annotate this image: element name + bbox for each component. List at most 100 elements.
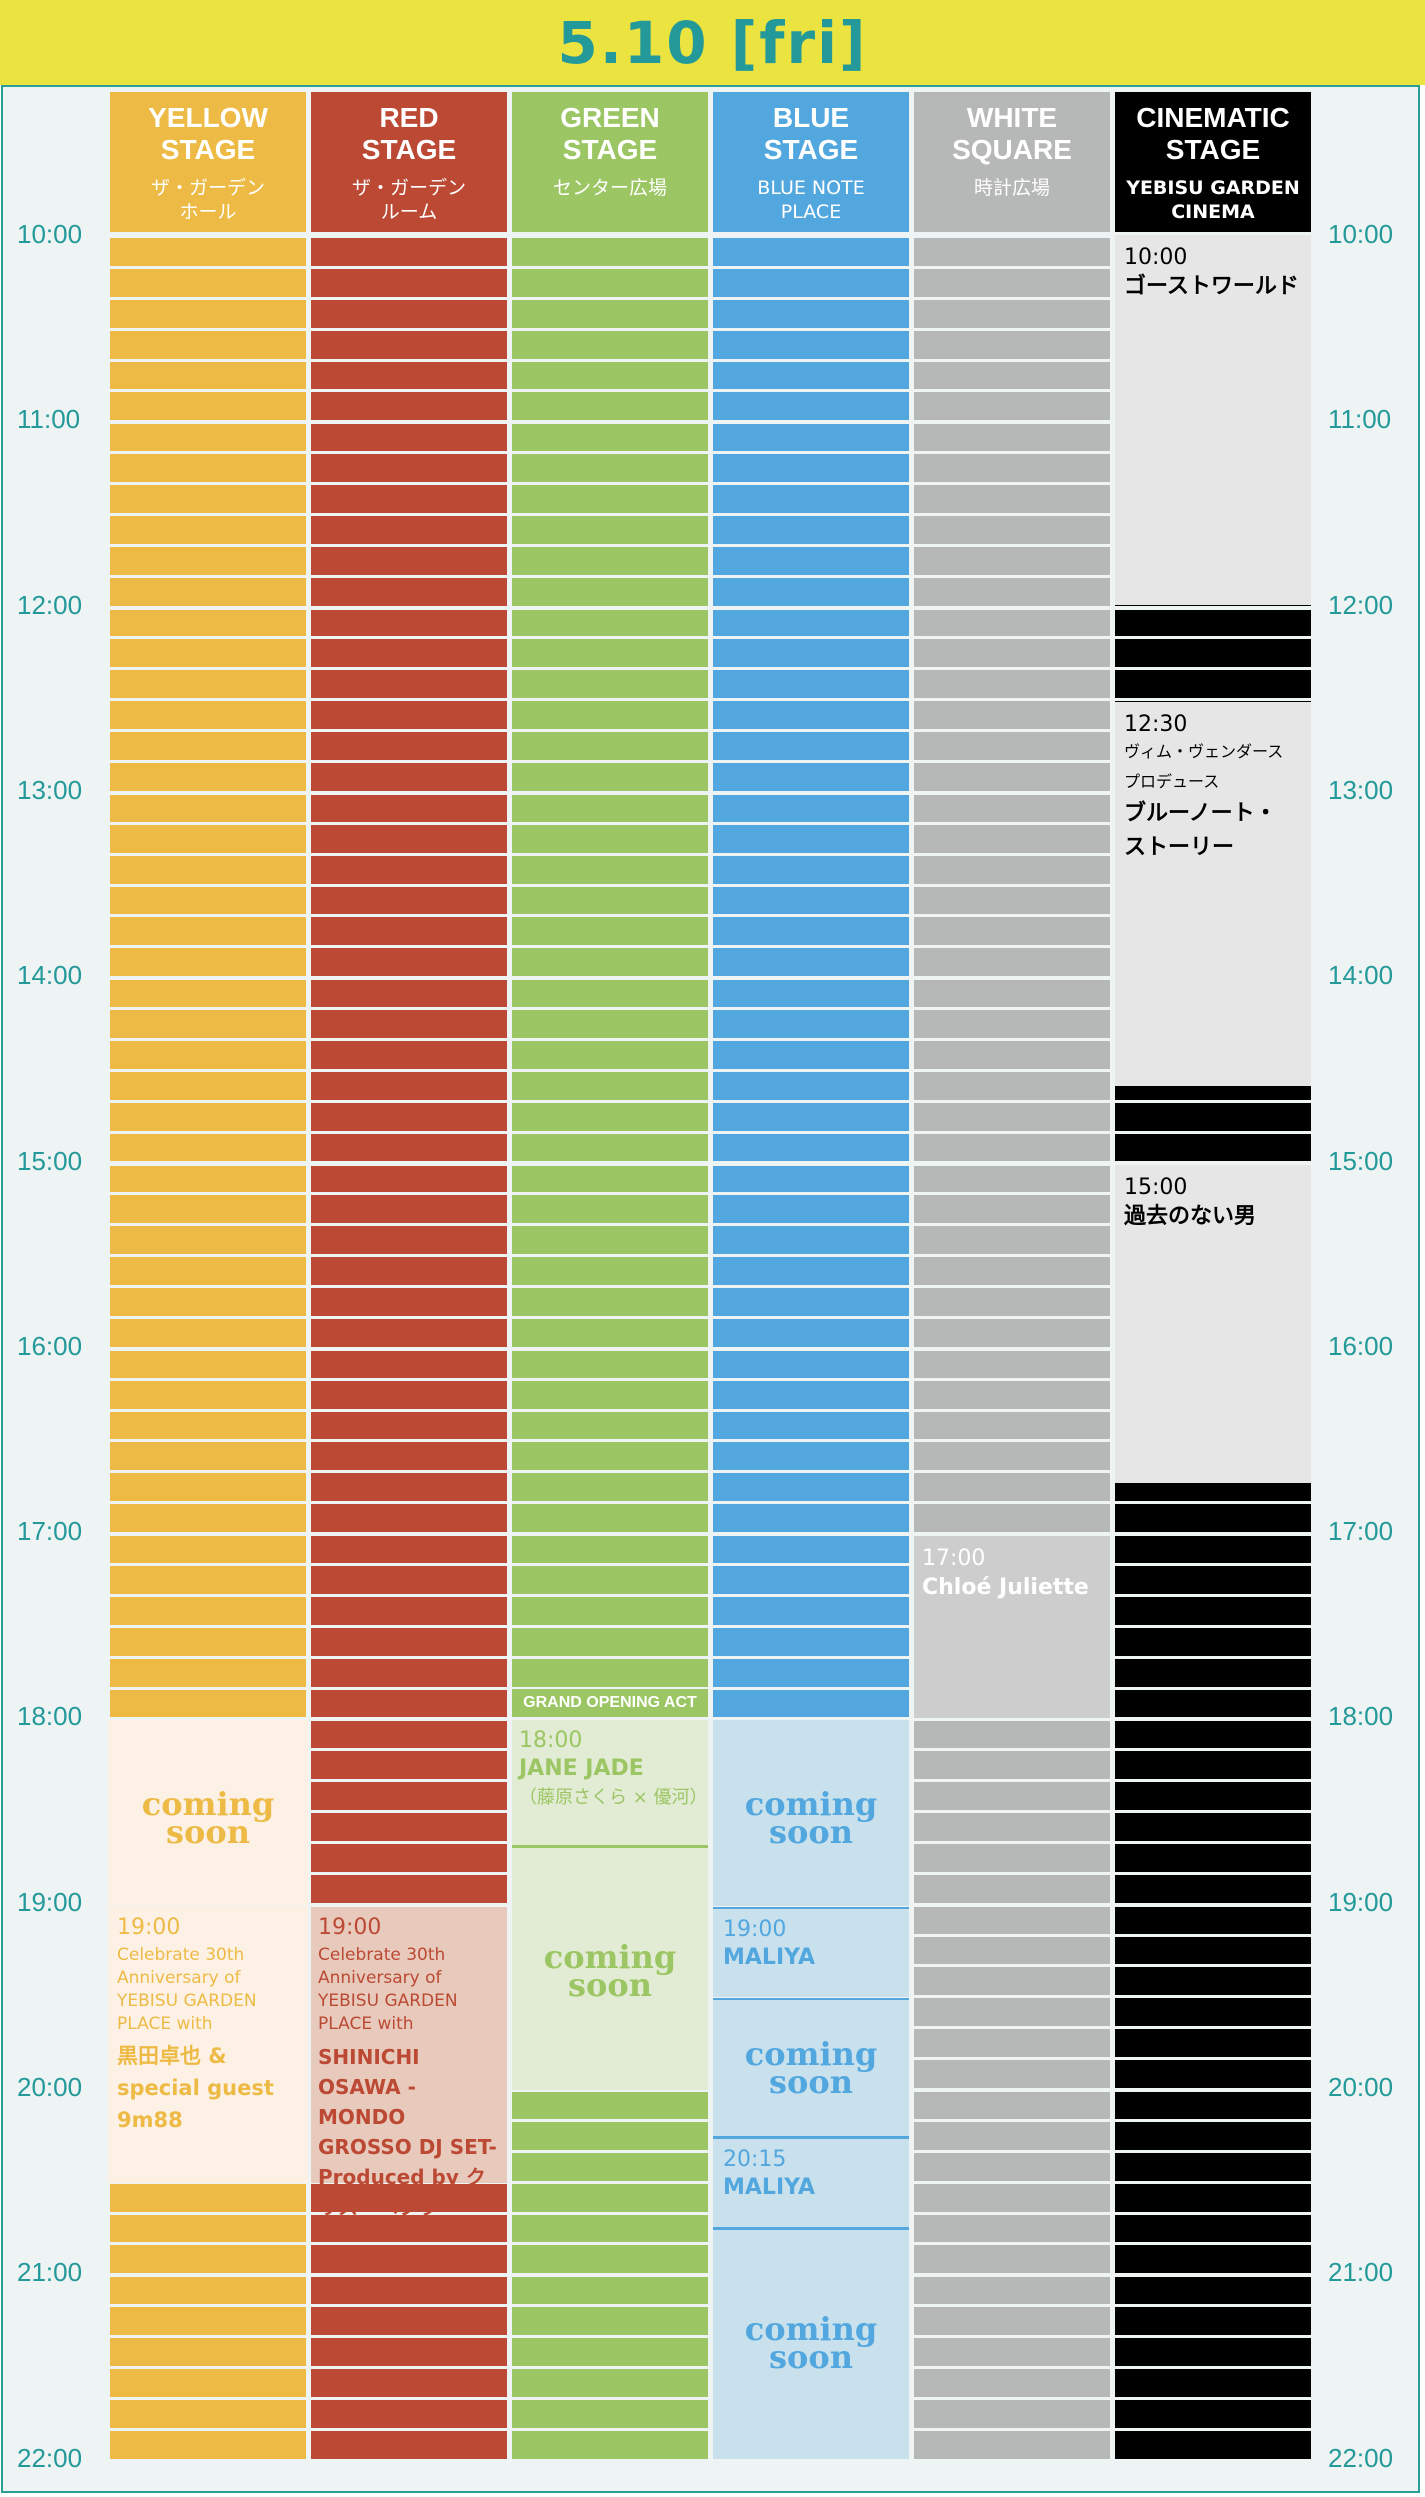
- time-slot: [512, 485, 708, 513]
- time-slot: [512, 2121, 708, 2150]
- event-time: 19:00: [723, 1917, 787, 1942]
- time-slot: [311, 1627, 507, 1656]
- time-slot: [914, 1102, 1110, 1131]
- cinema-1230-event[interactable]: 12:30 ヴィム・ヴェンダース プロデュース ブルーノート・ ストーリー: [1115, 702, 1311, 1086]
- time-label: 11:00: [1328, 404, 1392, 434]
- time-slot: [713, 392, 909, 421]
- time-slot: [311, 546, 507, 575]
- date-title: 5.10 [fri]: [557, 8, 868, 77]
- time-slot: [311, 577, 507, 606]
- stage-venue: ザ・ガーデン ルーム: [351, 177, 466, 223]
- time-slot: [713, 424, 909, 452]
- time-slot: [512, 330, 708, 359]
- time-slot: [512, 2399, 708, 2428]
- event-title: 黒田卓也 & special guest 9m88: [117, 2044, 274, 2132]
- time-slot: [110, 980, 306, 1008]
- time-slot: [110, 1380, 306, 1409]
- time-slot: [914, 424, 1110, 452]
- stage-name: RED STAGE: [361, 102, 457, 165]
- time-slot: [110, 794, 306, 822]
- time-slot: [914, 917, 1110, 946]
- time-slot: [110, 1596, 306, 1625]
- time-slot: [914, 609, 1110, 637]
- time-slot: [512, 454, 708, 483]
- cinema-1000-event[interactable]: 10:00 ゴーストワールド: [1115, 235, 1311, 605]
- time-slot: [914, 392, 1110, 421]
- time-slot: [1115, 2245, 1311, 2274]
- time-slot: [110, 268, 306, 297]
- time-slot: [110, 392, 306, 421]
- time-slot: [110, 2245, 306, 2274]
- event-time: 12:30: [1124, 712, 1188, 737]
- time-slot: [311, 1689, 507, 1718]
- time-slot: [512, 2430, 708, 2459]
- time-slot: [311, 361, 507, 390]
- time-slot: [110, 2430, 306, 2459]
- time-slot: [311, 299, 507, 328]
- time-slot: [110, 1102, 306, 1131]
- time-slot: [110, 1350, 306, 1378]
- time-slot: [713, 1195, 909, 1224]
- blue-coming-soon-3: coming soon: [713, 2230, 909, 2459]
- time-slot: [311, 1565, 507, 1594]
- time-label: 19:00: [17, 1887, 83, 1917]
- time-slot: [914, 1010, 1110, 1038]
- time-slot: [110, 2277, 306, 2305]
- time-slot: [914, 1874, 1110, 1903]
- time-slot: [713, 1165, 909, 1193]
- time-slot: [512, 1040, 708, 1069]
- time-slot: [512, 1133, 708, 1162]
- time-slot: [914, 238, 1110, 266]
- time-slot: [713, 454, 909, 483]
- coming-soon-logo: coming soon: [744, 2310, 878, 2376]
- time-slot: [311, 980, 507, 1008]
- stage-header-green: GREEN STAGE センター広場: [512, 92, 708, 232]
- time-slot: [311, 1165, 507, 1193]
- time-slot: [914, 670, 1110, 699]
- time-label: 18:00: [1328, 1701, 1394, 1731]
- time-slot: [512, 577, 708, 606]
- time-slot: [1115, 1751, 1311, 1780]
- time-slot: [914, 2430, 1110, 2459]
- time-slot: [713, 268, 909, 297]
- time-slot: [914, 2060, 1110, 2088]
- time-slot: [914, 1504, 1110, 1533]
- time-slot: [914, 2307, 1110, 2336]
- time-slot: [110, 454, 306, 483]
- stage-header-cinematic: CINEMATIC STAGE YEBISU GARDEN CINEMA: [1115, 92, 1311, 232]
- time-slot: [110, 238, 306, 266]
- time-slot: [110, 2307, 306, 2336]
- time-slot: [914, 2121, 1110, 2150]
- time-slot: [512, 886, 708, 915]
- red-1900-event[interactable]: 19:00 Celebrate 30th Anniversary of YEBI…: [311, 1907, 507, 2219]
- time-slot: [914, 1442, 1110, 1471]
- time-slot: [914, 330, 1110, 359]
- time-slot: [713, 1133, 909, 1162]
- time-slot: [1115, 2307, 1311, 2336]
- time-slot: [311, 1318, 507, 1347]
- yellow-1900-event[interactable]: 19:00 Celebrate 30th Anniversary of YEBI…: [108, 1907, 308, 2183]
- stage-venue: YEBISU GARDEN CINEMA: [1126, 177, 1300, 223]
- time-slot: [1115, 670, 1311, 699]
- time-slot: [914, 299, 1110, 328]
- time-slot: [512, 2092, 708, 2119]
- blue-2015-event[interactable]: 20:15 MALIYA: [713, 2139, 909, 2227]
- time-slot: [311, 2338, 507, 2366]
- time-slot: [311, 1721, 507, 1749]
- blue-1900-event[interactable]: 19:00 MALIYA: [713, 1909, 909, 1997]
- time-slot: [914, 855, 1110, 884]
- cinema-1500-event[interactable]: 15:00 過去のない男: [1115, 1165, 1311, 1483]
- time-slot: [110, 1010, 306, 1038]
- time-slot: [110, 1689, 306, 1718]
- time-slot: [713, 1318, 909, 1347]
- time-slot: [1115, 1133, 1311, 1162]
- time-slot: [110, 1442, 306, 1471]
- time-slot: [914, 577, 1110, 606]
- time-slot: [311, 855, 507, 884]
- white-1700-event[interactable]: 17:00 Chloé Juliette: [914, 1536, 1110, 1718]
- green-1800-event[interactable]: 18:00 JANE JADE （藤原さくら × 優河）: [512, 1720, 708, 1845]
- time-slot: [713, 1504, 909, 1533]
- time-slot: [1115, 1967, 1311, 1996]
- time-slot: [914, 1813, 1110, 1841]
- time-slot: [512, 980, 708, 1008]
